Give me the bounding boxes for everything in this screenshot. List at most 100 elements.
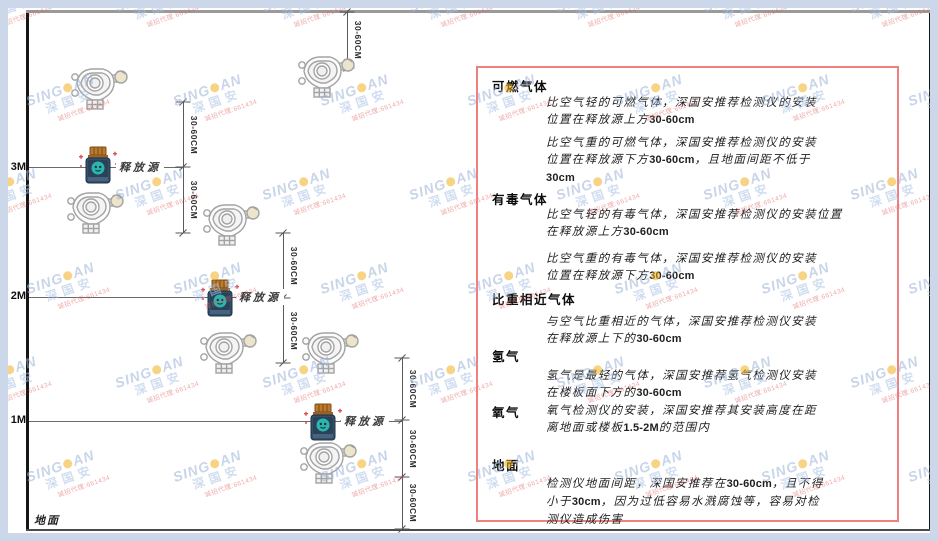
body-text: 在释放源上下的 <box>546 331 637 345</box>
paragraph-line: 在释放源上下的30-60cm <box>546 330 876 348</box>
gear-dot-icon <box>209 457 221 470</box>
watermark-brand-prefix: SING <box>406 175 449 204</box>
gas-detector-icon <box>62 188 124 239</box>
watermark-agent-line: 诚招代理:661434 <box>350 98 406 123</box>
watermark-brand-prefix: SING <box>170 457 213 486</box>
paragraph-line: 小于30cm，因为过低容易水溅腐蚀等，容易对检 <box>546 493 876 511</box>
watermark-agent-line: 诚招代理:661434 <box>292 4 348 29</box>
release-source-icon <box>76 146 120 189</box>
paragraph-line: 氢气是最轻的气体，深国安推荐氢气检测仪安装 <box>546 367 876 384</box>
watermark-cjk: 深国安 <box>337 274 391 305</box>
ground-label: 地面 <box>34 514 60 527</box>
body-text: ，因为过低容易水溅腐蚀等，容易对检 <box>600 494 821 508</box>
dimension-line <box>183 102 184 233</box>
body-text: 比空气轻的可燃气体，深国安推荐检测仪的安装 <box>546 95 817 109</box>
watermark-brand-prefix: SING <box>23 81 66 110</box>
body-text: 氢气是最轻的气体，深国安推荐氢气检测仪安装 <box>546 368 817 382</box>
gear-dot-icon <box>209 81 221 94</box>
dimension-line <box>347 12 348 68</box>
level-line <box>29 297 283 298</box>
body-text: 在楼板面下方的 <box>546 385 637 399</box>
body-text: 小于 <box>546 494 572 508</box>
watermark-brand-prefix: SING <box>905 269 938 298</box>
body-text: ，且不得 <box>772 476 824 490</box>
dimension-label: 30-60CM <box>289 246 299 285</box>
watermark-brand-prefix: SING <box>23 269 66 298</box>
body-text: 氧气检测仪的安装，深国安推荐其安装高度在距 <box>546 403 817 417</box>
paragraph-line: 与空气比重相近的气体，深国安推荐检测仪安装 <box>546 313 876 330</box>
release-source-icon <box>301 403 345 446</box>
watermark-brand-suffix: AN <box>364 70 391 94</box>
paragraph-line: 检测仪地面间距，深国安推荐在30-60cm，且不得 <box>546 475 876 493</box>
watermark-brand-prefix: SING <box>23 457 66 486</box>
dimension-label: 30-60CM <box>189 115 199 154</box>
paragraph-line: 离地面或楼板1.5-2M的范围内 <box>546 419 876 437</box>
gear-dot-icon <box>356 457 368 470</box>
height-label: 3M <box>10 161 26 173</box>
watermark-agent-line: 诚招代理:661434 <box>145 380 201 405</box>
watermark-brand-prefix: SING <box>0 363 8 392</box>
measurement-value: 30cm <box>571 496 601 508</box>
section-heading: 氧气 <box>492 405 521 420</box>
measurement-value: 30-60cm <box>623 226 669 238</box>
body-text: 比空气重的有毒气体，深国安推荐检测仪的安装 <box>546 251 817 265</box>
measurement-value: 30cm <box>546 172 575 184</box>
section-heading: 地面 <box>492 458 521 473</box>
paragraph-line: 测仪造成伤害 <box>546 511 876 528</box>
gear-dot-icon <box>356 269 368 282</box>
measurement-value: 1.5-2M <box>623 422 659 434</box>
gear-dot-icon <box>356 81 368 94</box>
body-text: 与空气比重相近的气体，深国安推荐检测仪安装 <box>546 314 817 328</box>
measurement-value: 30-60cm <box>649 114 695 126</box>
gas-detector-icon <box>295 438 357 489</box>
section-paragraph: 比空气重的有毒气体，深国安推荐检测仪的安装 位置在释放源下方30-60cm <box>546 250 876 285</box>
section-paragraph: 氢气是最轻的气体，深国安推荐氢气检测仪安装 在楼板面下方的30-60cm <box>546 367 876 402</box>
watermark-brand-suffix: AN <box>217 70 244 94</box>
gas-detector-icon <box>195 328 257 379</box>
watermark-brand-suffix: AN <box>364 258 391 282</box>
watermark-agent-line: 诚招代理:661434 <box>880 4 936 29</box>
watermark-brand-prefix: SING <box>905 81 938 110</box>
watermark-agent-line: 诚招代理:661434 <box>203 474 259 499</box>
gas-detector-icon <box>297 328 359 379</box>
watermark-agent-line: 诚招代理:661434 <box>56 474 112 499</box>
watermark-brand-suffix: AN <box>306 164 333 188</box>
watermark-cjk: 深国安 <box>132 180 186 211</box>
watermark-agent-line: 诚招代理:661434 <box>439 4 495 29</box>
watermark-cjk: 深国安 <box>279 180 333 211</box>
gas-detector-icon <box>198 200 260 251</box>
section-paragraph: 比空气重的可燃气体，深国安推荐检测仪的安装 位置在释放源下方30-60cm，且地面… <box>546 134 876 187</box>
paragraph-line: 比空气重的有毒气体，深国安推荐检测仪的安装 <box>546 250 876 267</box>
measurement-value: 30-60cm <box>649 270 695 282</box>
watermark-cjk: 深国安 <box>43 274 97 305</box>
section-heading: 比重相近气体 <box>492 292 577 307</box>
body-text: 位置在释放源下方 <box>546 268 650 282</box>
watermark-brand-prefix: SING <box>112 363 155 392</box>
measurement-value: 30-60cm <box>726 478 773 490</box>
watermark-agent-line: 诚招代理:661434 <box>733 4 789 29</box>
watermark-cjk: 深国安 <box>190 462 244 493</box>
level-line <box>29 421 402 422</box>
watermark-brand-prefix: SING <box>317 269 360 298</box>
watermark-agent-line: 诚招代理:661434 <box>292 192 348 217</box>
paragraph-line: 比空气轻的有毒气体，深国安推荐检测仪的安装位置 <box>546 206 876 223</box>
dimension-line <box>402 358 403 529</box>
paragraph-line: 30cm <box>546 169 876 187</box>
watermark-agent-line: 诚招代理:661434 <box>350 286 406 311</box>
right-wall-line <box>929 10 932 531</box>
ground-line <box>26 529 932 531</box>
measurement-value: 30-60cm <box>649 154 695 166</box>
paragraph-line: 比空气轻的可燃气体，深国安推荐检测仪的安装 <box>546 94 876 111</box>
body-text: 位置在释放源下方 <box>546 152 650 166</box>
measurement-value: 30-60cm <box>636 333 682 345</box>
